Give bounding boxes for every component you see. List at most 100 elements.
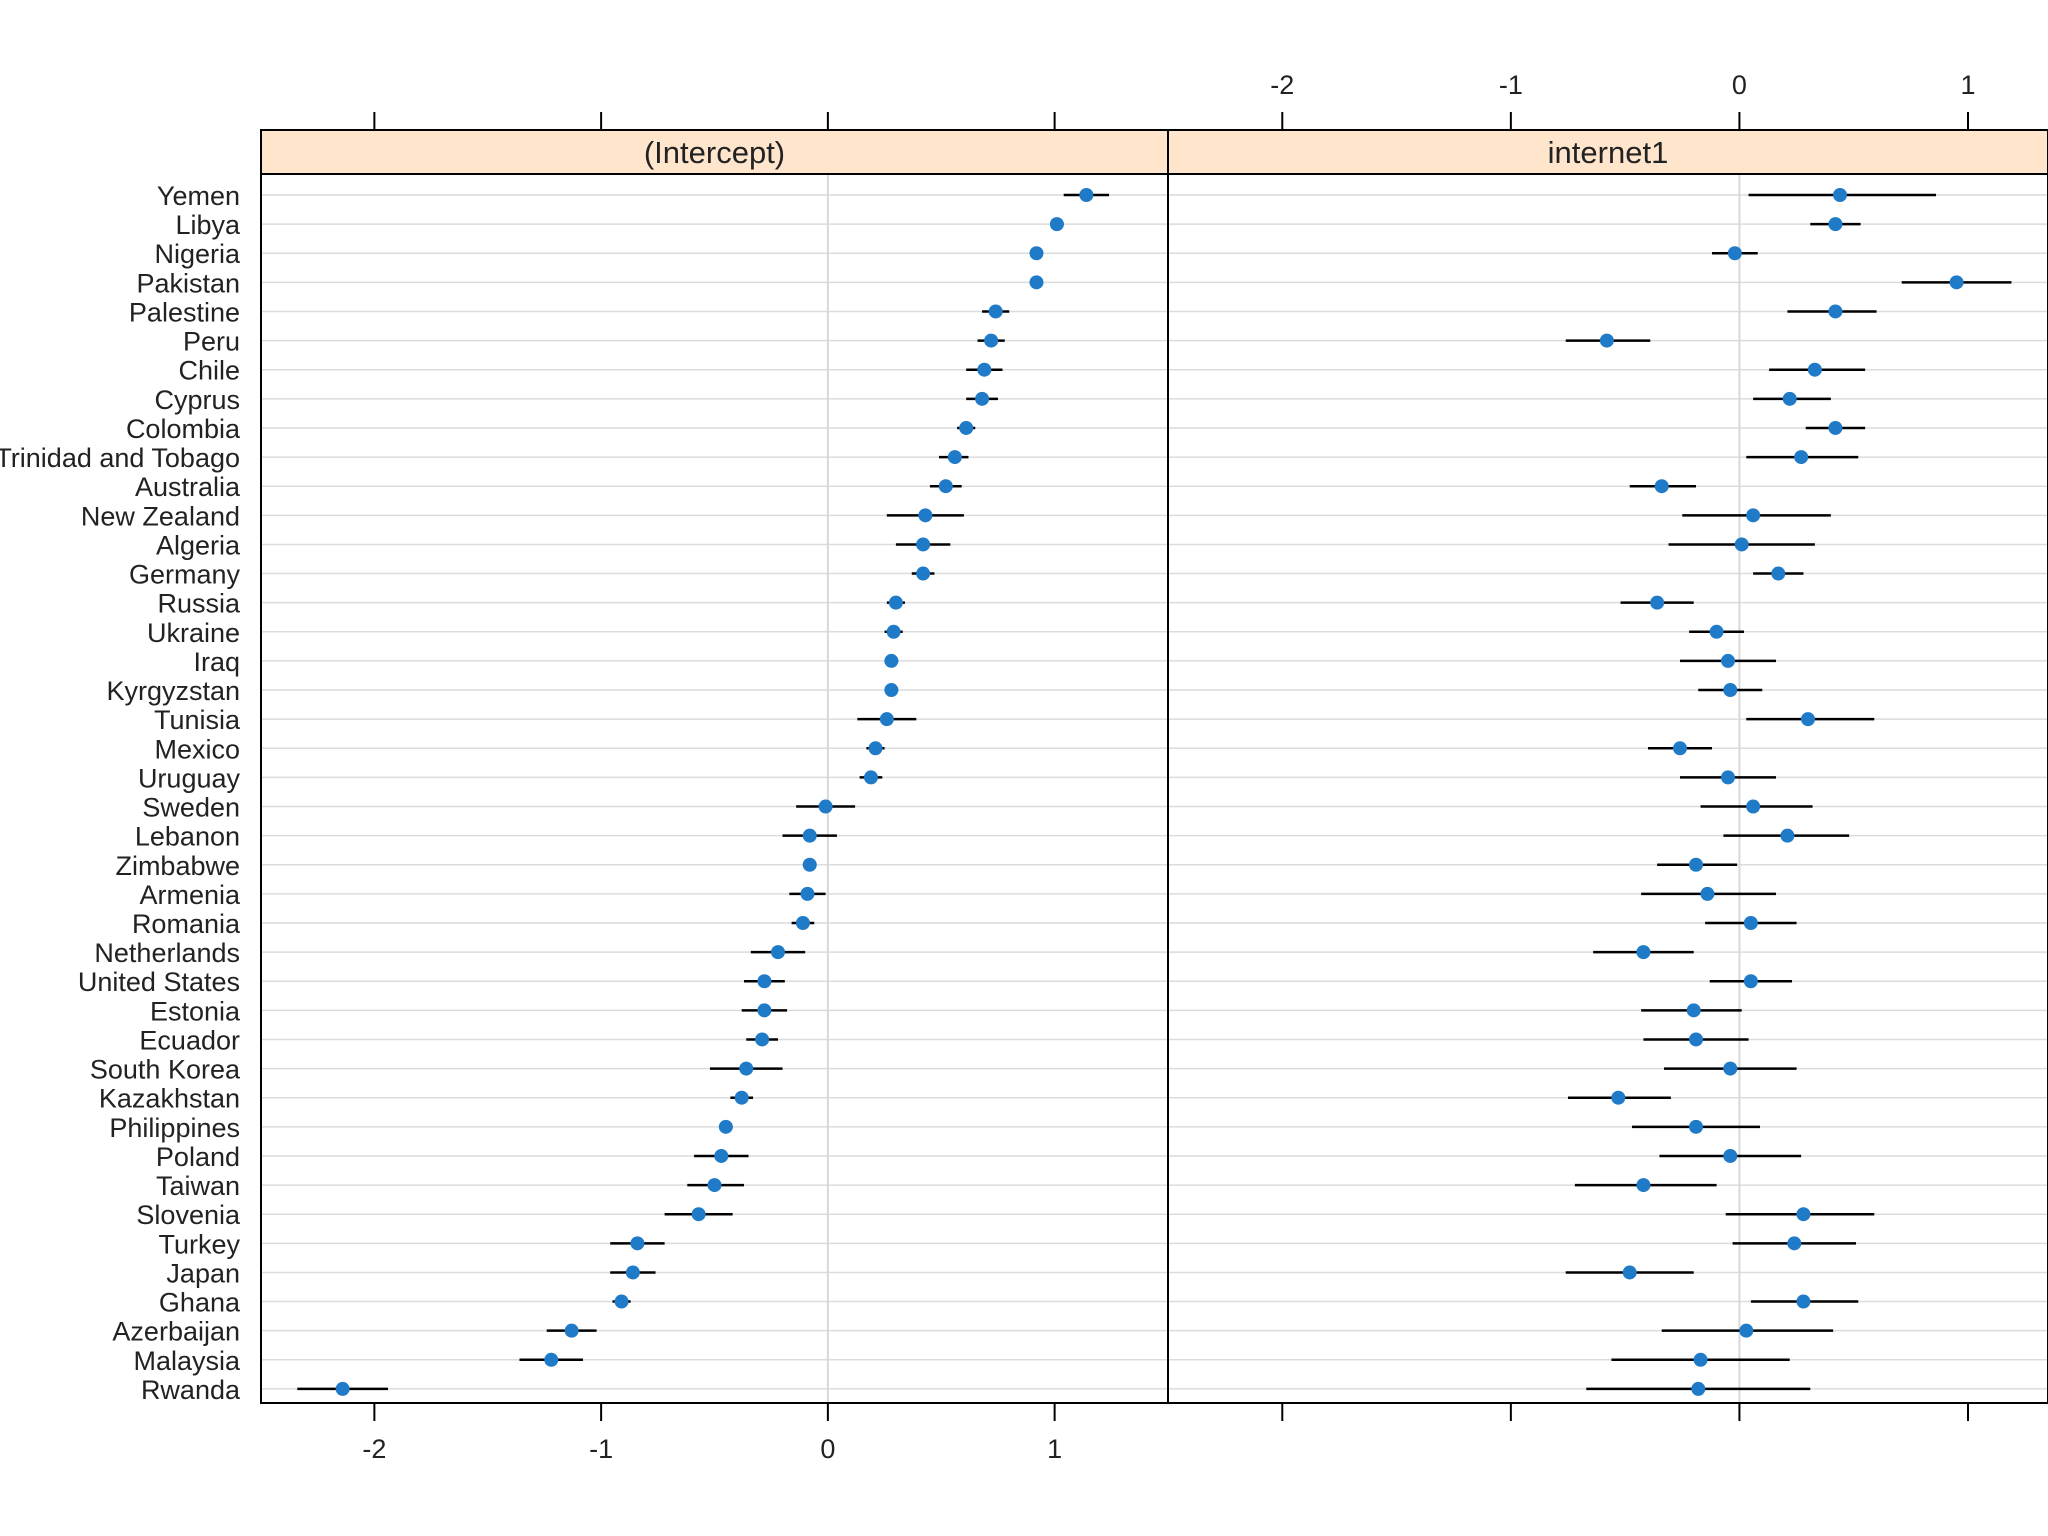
- data-point: [1709, 624, 1724, 639]
- facet-title: internet1: [1548, 135, 1669, 170]
- data-point: [1801, 712, 1815, 727]
- x-tick-label: -2: [1270, 70, 1294, 100]
- category-label: Yemen: [157, 181, 240, 211]
- facet-title: (Intercept): [644, 135, 785, 170]
- category-label: Kyrgyzstan: [106, 676, 240, 706]
- category-label: Turkey: [158, 1229, 240, 1259]
- data-point: [1782, 391, 1797, 406]
- category-label: Zimbabwe: [115, 851, 240, 881]
- category-label: United States: [78, 967, 240, 997]
- data-point: [886, 624, 901, 639]
- data-point: [1693, 1352, 1708, 1367]
- data-point: [1828, 304, 1843, 319]
- data-point: [1079, 188, 1094, 202]
- data-point: [938, 479, 953, 494]
- data-point: [770, 945, 785, 960]
- x-tick-label: 1: [1047, 1434, 1062, 1464]
- data-point: [1686, 1003, 1701, 1018]
- facet-panel: internet1 -2 -1 0 1: [1167, 70, 2048, 1421]
- category-label: Tunisia: [154, 705, 241, 735]
- data-point: [757, 1003, 772, 1018]
- panel-frame: [1167, 129, 2048, 1404]
- data-point: [1723, 683, 1738, 698]
- data-point: [918, 508, 933, 523]
- data-point: [1796, 1294, 1811, 1309]
- plot-panels: (Intercept) -2 -1 0 1 internet1 -2 -1 0 1: [260, 70, 2048, 1464]
- category-label: Azerbaijan: [112, 1317, 240, 1347]
- data-point: [1746, 508, 1761, 523]
- category-label: Japan: [166, 1258, 240, 1288]
- panel-frame: [260, 129, 1169, 1404]
- category-label: Armenia: [139, 880, 241, 910]
- category-label: Malaysia: [133, 1346, 241, 1376]
- data-point: [1689, 1119, 1703, 1134]
- data-point: [802, 857, 817, 872]
- data-point: [888, 595, 903, 610]
- data-point: [863, 770, 878, 785]
- data-point: [335, 1381, 350, 1396]
- data-point: [959, 420, 974, 435]
- x-tick-label: -1: [1499, 70, 1523, 100]
- data-point: [1828, 217, 1843, 232]
- data-point: [1599, 333, 1614, 348]
- category-label: Mexico: [154, 734, 240, 764]
- data-point: [1771, 566, 1786, 581]
- category-label: Estonia: [150, 996, 241, 1026]
- category-label: Slovenia: [136, 1200, 241, 1230]
- category-label: Rwanda: [141, 1375, 241, 1405]
- data-point: [795, 916, 810, 930]
- data-point: [1654, 479, 1669, 494]
- category-label: Philippines: [109, 1113, 240, 1143]
- data-point: [916, 566, 931, 581]
- category-label: Germany: [129, 560, 241, 590]
- data-point: [614, 1294, 629, 1309]
- category-label: Trinidad and Tobago: [0, 443, 240, 473]
- category-label: Taiwan: [156, 1171, 240, 1201]
- data-point: [757, 974, 772, 989]
- data-point: [1746, 799, 1761, 814]
- data-point: [884, 683, 899, 698]
- data-point: [1734, 537, 1749, 552]
- data-point: [1780, 828, 1795, 843]
- data-point: [1796, 1207, 1811, 1222]
- data-point: [988, 304, 1003, 319]
- category-label: New Zealand: [81, 501, 240, 531]
- category-label: Nigeria: [154, 239, 241, 269]
- data-point: [718, 1119, 733, 1134]
- data-point: [1029, 246, 1044, 261]
- category-label: Russia: [157, 589, 241, 619]
- data-point: [1723, 1061, 1738, 1076]
- data-point: [1029, 275, 1044, 290]
- data-point: [1794, 450, 1809, 465]
- data-point: [1673, 741, 1687, 756]
- x-tick-label: -2: [362, 1434, 386, 1464]
- data-point: [884, 653, 899, 668]
- category-label: Cyprus: [154, 385, 240, 415]
- category-label: Sweden: [142, 793, 240, 823]
- data-point: [1611, 1090, 1626, 1105]
- x-tick-label: 0: [820, 1434, 835, 1464]
- data-point: [1727, 246, 1742, 261]
- category-label: Uruguay: [138, 763, 241, 793]
- data-point: [1739, 1323, 1754, 1338]
- data-point: [1636, 1178, 1651, 1193]
- data-point: [544, 1352, 559, 1367]
- data-point: [800, 886, 815, 901]
- data-point: [802, 828, 817, 843]
- data-point: [734, 1090, 749, 1105]
- category-label: Kazakhstan: [99, 1084, 240, 1114]
- data-point: [1689, 1032, 1703, 1047]
- data-point: [1689, 857, 1703, 872]
- x-tick-label: 0: [1732, 70, 1747, 100]
- category-label: Libya: [175, 210, 241, 240]
- category-label: Romania: [132, 909, 241, 939]
- data-point: [916, 537, 931, 552]
- data-point: [975, 391, 990, 406]
- data-point: [564, 1323, 579, 1338]
- category-label: Australia: [135, 472, 241, 502]
- x-tick-label: -1: [589, 1434, 613, 1464]
- category-label: Poland: [156, 1142, 240, 1172]
- data-point: [1721, 653, 1735, 668]
- data-point: [1743, 916, 1758, 930]
